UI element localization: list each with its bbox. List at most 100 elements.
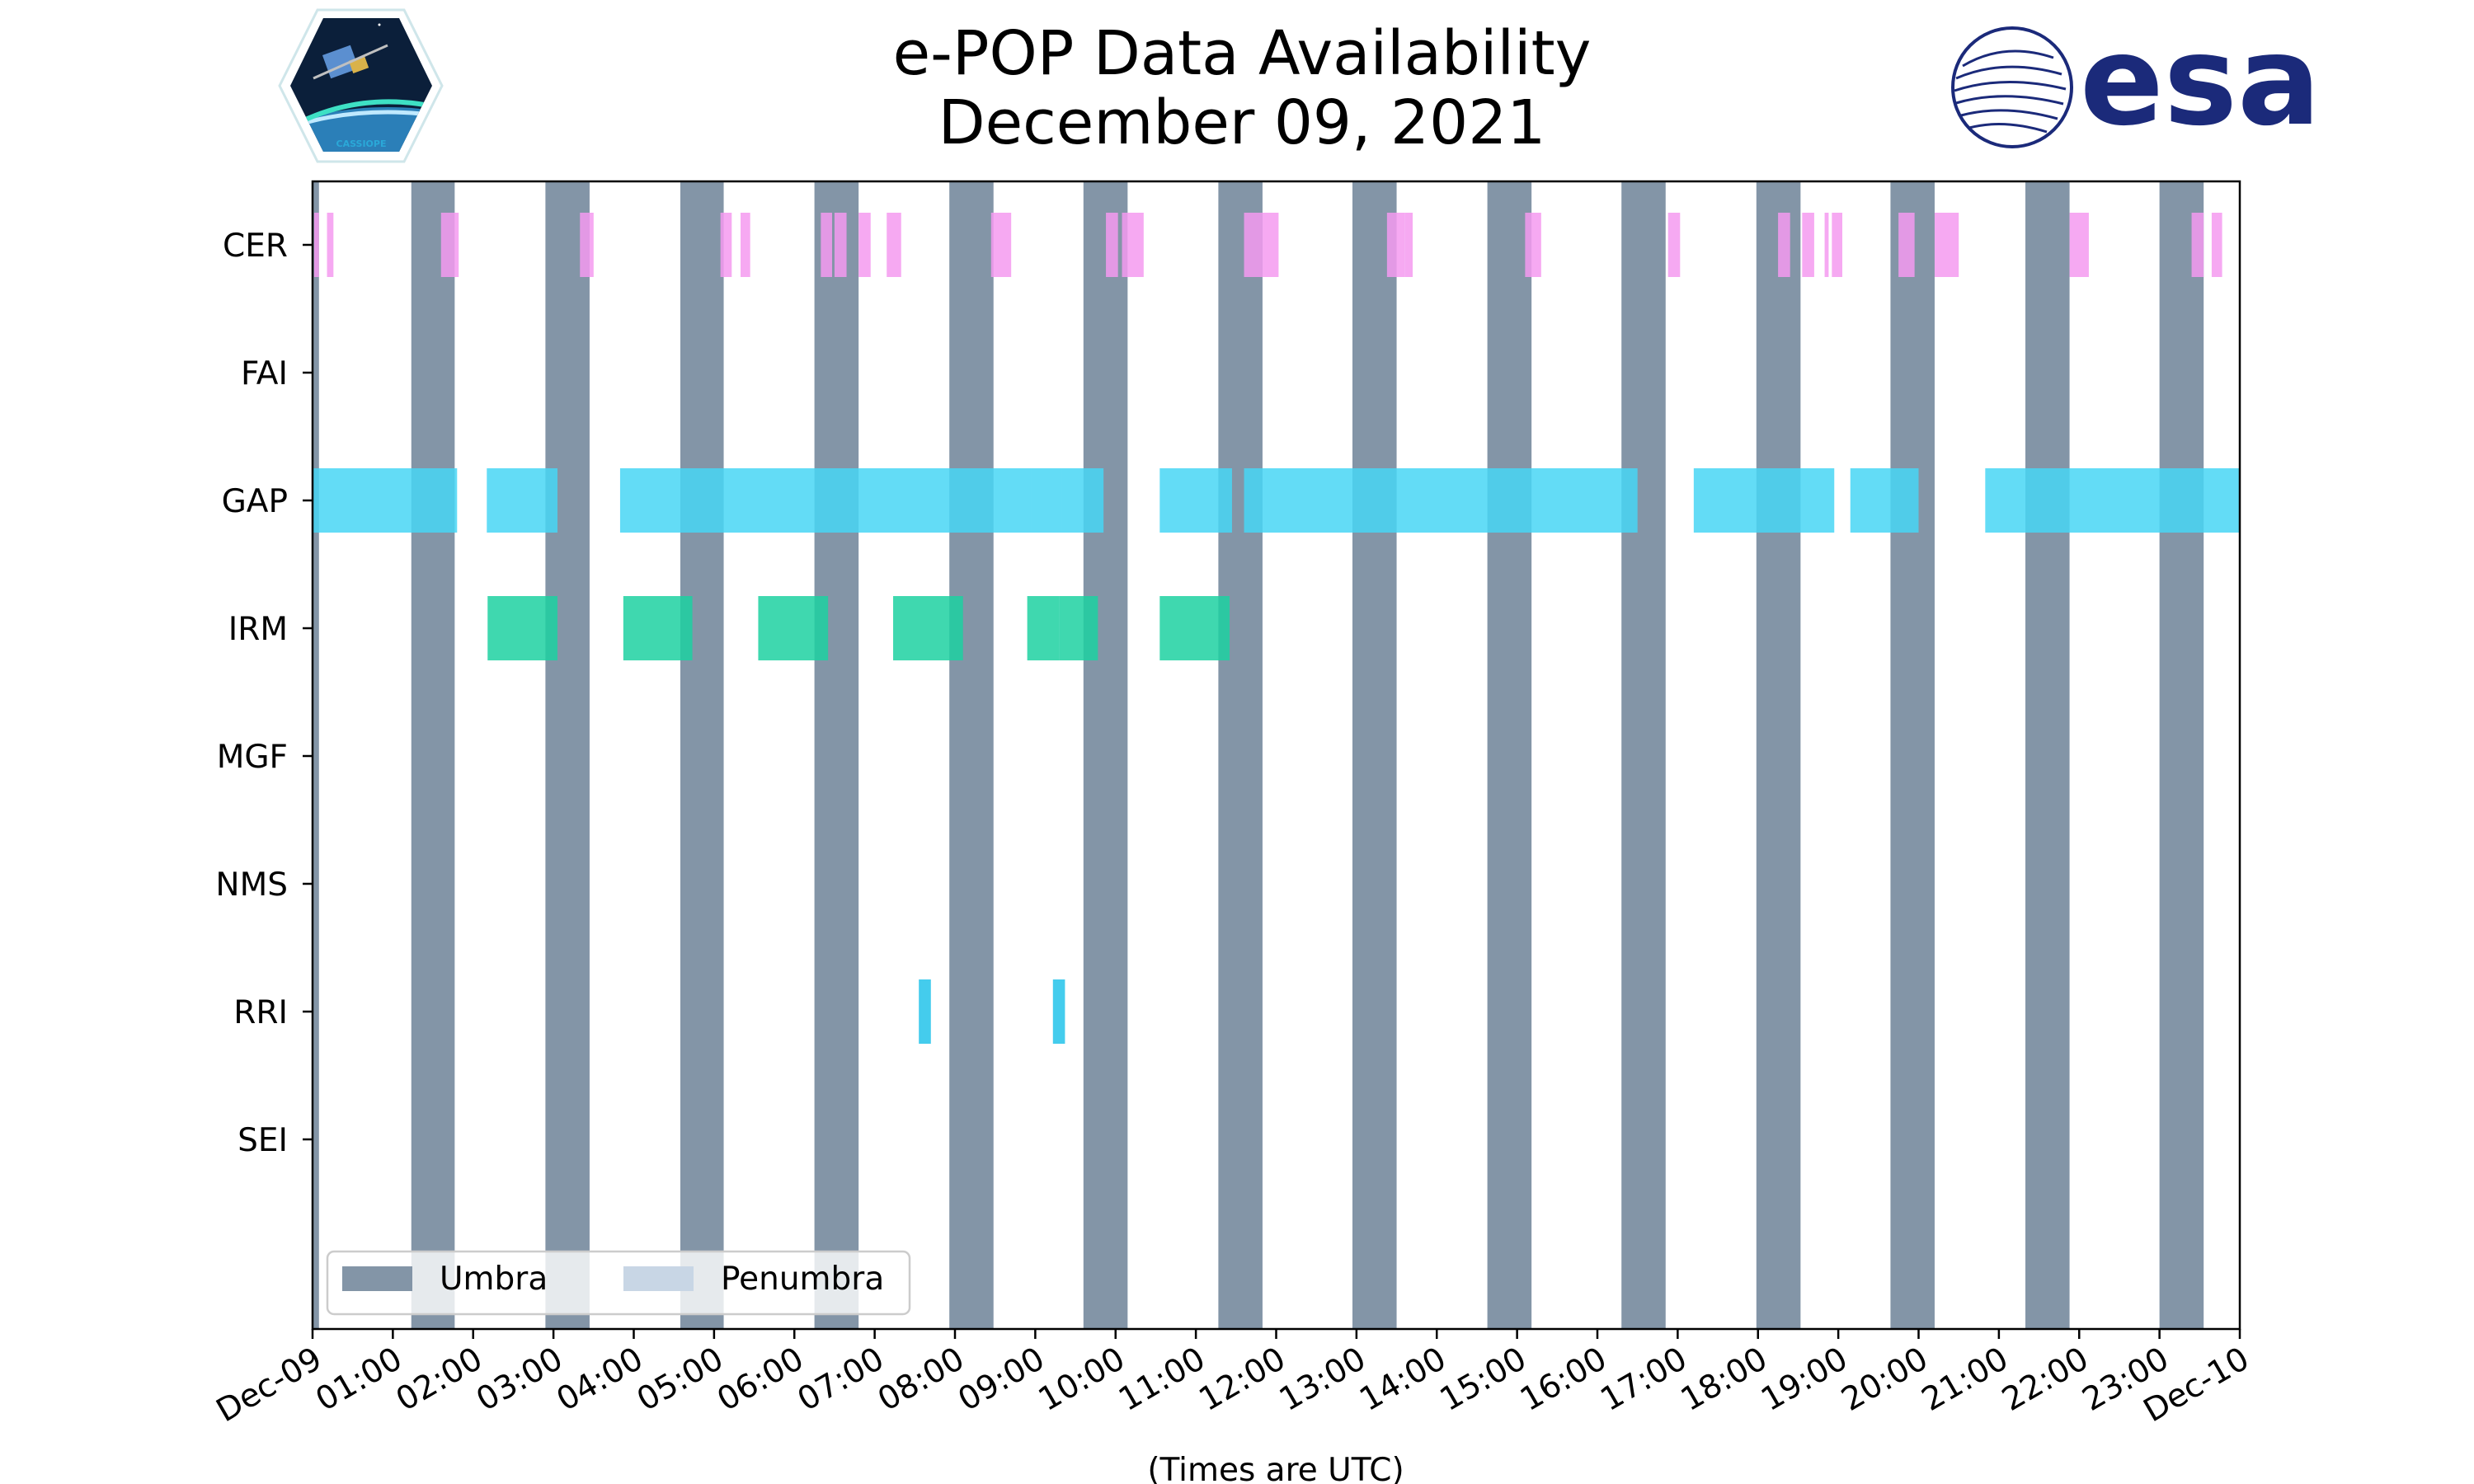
cer-bar-19 — [1778, 213, 1790, 277]
plot-area — [313, 181, 2240, 1329]
irm-bar-0 — [487, 596, 557, 660]
cer-bar-11 — [1106, 213, 1118, 277]
cer-bar-13 — [1244, 213, 1263, 277]
gap-bar-6 — [1244, 468, 1638, 533]
x-tick-label-7: 07:00 — [792, 1341, 891, 1419]
umbra-band-4 — [814, 181, 859, 1329]
cer-bar-20 — [1802, 213, 1814, 277]
x-tick-label-16: 16:00 — [1514, 1341, 1613, 1419]
legend-label-umbra: Umbra — [440, 1261, 548, 1298]
y-tick-label-sei: SEI — [238, 1122, 288, 1159]
legend-label-penumbra: Penumbra — [721, 1261, 884, 1298]
umbra-band-14 — [2159, 181, 2204, 1329]
y-tick-label-mgf: MGF — [217, 739, 288, 776]
data-layer — [313, 213, 2240, 1044]
gap-bar-1 — [487, 468, 557, 533]
cer-bar-10 — [990, 213, 1012, 277]
cer-bar-24 — [1934, 213, 1959, 277]
cer-bar-4 — [720, 213, 732, 277]
cer-bar-18 — [1667, 213, 1681, 277]
gap-bar-4 — [1061, 468, 1104, 533]
umbra-band-11 — [1756, 181, 1801, 1329]
irm-bar-6 — [1159, 596, 1230, 660]
cer-bar-14 — [1262, 213, 1279, 277]
x-tick-label-22: 22:00 — [1996, 1341, 2095, 1419]
x-tick-label-17: 17:00 — [1595, 1341, 1694, 1419]
esa-logo-text: esa — [2080, 10, 2321, 153]
x-tick-label-11: 11:00 — [1112, 1341, 1211, 1419]
cer-bar-9 — [887, 213, 901, 277]
umbra-band-6 — [1083, 181, 1128, 1329]
x-tick-label-1: 01:00 — [310, 1341, 409, 1419]
x-axis-label: (Times are UTC) — [1147, 1452, 1404, 1484]
umbra-band-1 — [411, 181, 455, 1329]
legend-swatch-penumbra — [623, 1266, 694, 1291]
irm-bar-4 — [1027, 596, 1060, 660]
irm-bar-1 — [623, 596, 693, 660]
x-tick-label-18: 18:00 — [1675, 1341, 1774, 1419]
umbra-layer — [313, 181, 2204, 1329]
cer-bar-25 — [2069, 213, 2089, 277]
rri-bar-0 — [919, 979, 931, 1044]
x-tick-label-8: 08:00 — [872, 1341, 971, 1419]
y-axis: CER FAI GAP IRM MGF NMS RRI SEI — [215, 228, 313, 1159]
y-tick-label-cer: CER — [223, 228, 288, 265]
x-tick-label-5: 05:00 — [631, 1341, 730, 1419]
x-tick-label-12: 12:00 — [1193, 1341, 1292, 1419]
cer-bar-8 — [858, 213, 871, 277]
cer-bar-27 — [2211, 213, 2222, 277]
x-tick-label-20: 20:00 — [1836, 1341, 1935, 1419]
rri-bar-1 — [1052, 979, 1065, 1044]
gap-bar-0 — [313, 468, 458, 533]
cer-bar-17 — [1525, 213, 1541, 277]
umbra-band-9 — [1487, 181, 1532, 1329]
x-tick-label-6: 06:00 — [711, 1341, 810, 1419]
cer-bar-5 — [741, 213, 750, 277]
cer-bar-1 — [327, 213, 334, 277]
cer-bar-12 — [1122, 213, 1144, 277]
irm-bar-3 — [893, 596, 963, 660]
legend: Umbra Penumbra — [326, 1250, 911, 1316]
gap-bar-9 — [1985, 468, 2240, 533]
cer-bar-3 — [580, 213, 594, 277]
gap-bar-7 — [1693, 468, 1835, 533]
esa-logo: esa — [1951, 10, 2321, 153]
y-tick-label-irm: IRM — [228, 611, 288, 648]
umbra-band-12 — [1890, 181, 1935, 1329]
x-tick-label-4: 04:00 — [551, 1341, 650, 1419]
irm-bar-2 — [758, 596, 829, 660]
umbra-band-8 — [1352, 181, 1397, 1329]
umbra-band-5 — [949, 181, 994, 1329]
cassiope-logo: CASSIOPE — [278, 8, 444, 163]
gap-bar-3 — [1031, 468, 1062, 533]
cer-bar-2 — [440, 213, 459, 277]
x-tick-label-3: 03:00 — [470, 1341, 569, 1419]
chart-subtitle: December 09, 2021 — [938, 87, 1546, 158]
cer-bar-26 — [2191, 213, 2204, 277]
legend-swatch-umbra — [342, 1266, 412, 1291]
chart-title: e-POP Data Availability — [893, 18, 1592, 89]
umbra-band-0 — [313, 181, 319, 1329]
umbra-band-10 — [1621, 181, 1666, 1329]
umbra-band-7 — [1218, 181, 1263, 1329]
x-tick-label-15: 15:00 — [1434, 1341, 1533, 1419]
gap-bar-5 — [1159, 468, 1232, 533]
y-tick-label-rri: RRI — [233, 994, 288, 1031]
x-tick-label-9: 09:00 — [952, 1341, 1051, 1419]
x-tick-label-2: 02:00 — [390, 1341, 489, 1419]
x-tick-label-13: 13:00 — [1273, 1341, 1372, 1419]
y-tick-label-gap: GAP — [222, 483, 288, 520]
x-tick-label-21: 21:00 — [1916, 1341, 2015, 1419]
cer-bar-16 — [1404, 213, 1413, 277]
y-tick-label-fai: FAI — [241, 355, 288, 392]
cer-bar-6 — [821, 213, 833, 277]
cer-bar-7 — [834, 213, 847, 277]
gap-bar-8 — [1850, 468, 1919, 533]
x-tick-label-14: 14:00 — [1353, 1341, 1452, 1419]
gap-bar-2 — [619, 468, 1032, 533]
umbra-band-2 — [545, 181, 590, 1329]
y-tick-label-nms: NMS — [215, 866, 288, 904]
x-tick-label-10: 10:00 — [1032, 1341, 1131, 1419]
x-tick-label-0: Dec-09 — [210, 1341, 328, 1430]
